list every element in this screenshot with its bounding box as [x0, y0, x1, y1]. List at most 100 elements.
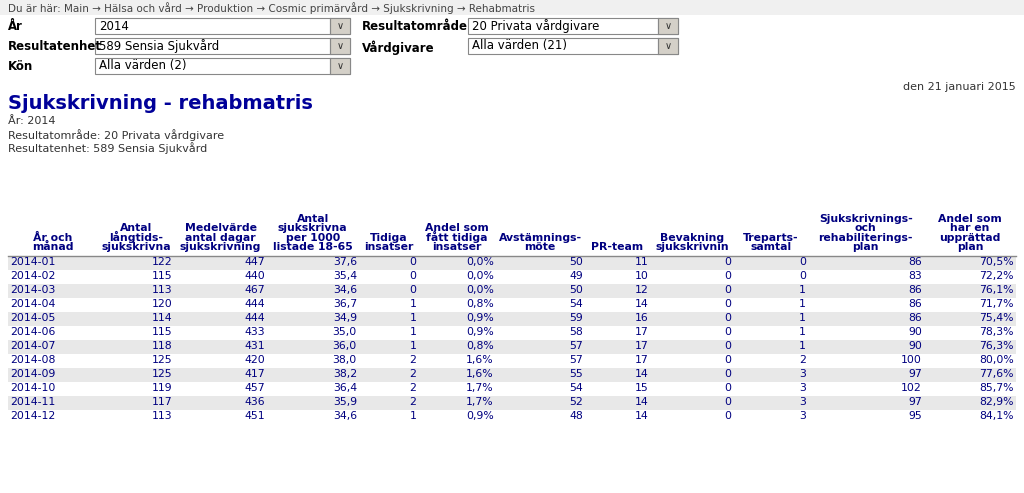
- Text: 0,0%: 0,0%: [466, 257, 494, 267]
- Text: 57: 57: [569, 341, 583, 351]
- Text: 117: 117: [152, 397, 172, 407]
- Text: PR-team: PR-team: [592, 242, 644, 252]
- Bar: [330, 38, 350, 54]
- Text: Resultatenhet: Resultatenhet: [8, 40, 102, 53]
- Bar: [8, 340, 1016, 354]
- Text: 444: 444: [244, 313, 264, 323]
- Text: Kön: Kön: [8, 60, 33, 73]
- Text: 35,0: 35,0: [333, 327, 357, 337]
- Text: 102: 102: [901, 383, 922, 393]
- Text: 54: 54: [569, 299, 583, 309]
- Bar: [8, 382, 1016, 396]
- Text: 72,2%: 72,2%: [980, 271, 1014, 281]
- Text: 2014-01: 2014-01: [10, 257, 55, 267]
- Text: antal dagar: antal dagar: [185, 233, 256, 243]
- Bar: [8, 368, 1016, 382]
- Text: sjukskrivnin: sjukskrivnin: [655, 242, 729, 252]
- Text: 2014: 2014: [99, 20, 129, 33]
- Bar: [8, 284, 1016, 298]
- Text: 10: 10: [635, 271, 648, 281]
- Text: 17: 17: [635, 355, 648, 365]
- Text: 1: 1: [799, 285, 806, 295]
- Text: 125: 125: [152, 369, 172, 379]
- Text: 1: 1: [410, 299, 417, 309]
- Text: 15: 15: [635, 383, 648, 393]
- Text: 114: 114: [152, 313, 172, 323]
- Text: 2014-08: 2014-08: [10, 355, 55, 365]
- Text: År och: År och: [33, 233, 73, 243]
- Text: 14: 14: [635, 369, 648, 379]
- Text: 90: 90: [908, 327, 922, 337]
- Text: 1,7%: 1,7%: [466, 383, 494, 393]
- Text: 0: 0: [725, 383, 731, 393]
- Text: 1: 1: [799, 327, 806, 337]
- Text: 2: 2: [799, 355, 806, 365]
- Text: Antal: Antal: [120, 223, 152, 233]
- Text: 2014-05: 2014-05: [10, 313, 55, 323]
- Text: 37,6: 37,6: [333, 257, 357, 267]
- Text: Vårdgivare: Vårdgivare: [362, 40, 434, 55]
- Text: 0: 0: [410, 285, 417, 295]
- Text: 70,5%: 70,5%: [979, 257, 1014, 267]
- Text: 0: 0: [725, 411, 731, 421]
- Text: 2014-11: 2014-11: [10, 397, 55, 407]
- Bar: [8, 354, 1016, 368]
- Bar: [468, 38, 678, 54]
- Text: 457: 457: [244, 383, 264, 393]
- Text: År: År: [8, 20, 23, 33]
- Text: 0: 0: [725, 313, 731, 323]
- Text: 115: 115: [152, 327, 172, 337]
- Text: 0,9%: 0,9%: [466, 327, 494, 337]
- Text: plan: plan: [853, 242, 879, 252]
- Text: 34,6: 34,6: [333, 285, 357, 295]
- Text: 436: 436: [244, 397, 264, 407]
- Text: Medelvärde: Medelvärde: [184, 223, 257, 233]
- Text: 589 Sensia Sjukvård: 589 Sensia Sjukvård: [99, 39, 219, 53]
- Text: 2: 2: [410, 355, 417, 365]
- Text: 115: 115: [152, 271, 172, 281]
- Text: 447: 447: [244, 257, 264, 267]
- Text: 1,6%: 1,6%: [466, 369, 494, 379]
- Text: 16: 16: [635, 313, 648, 323]
- Text: 0: 0: [725, 355, 731, 365]
- Text: 2: 2: [410, 369, 417, 379]
- Text: 1: 1: [410, 313, 417, 323]
- Bar: [95, 18, 350, 34]
- Text: 122: 122: [152, 257, 172, 267]
- Text: 0: 0: [725, 369, 731, 379]
- Text: År: 2014: År: 2014: [8, 116, 55, 126]
- Text: 2014-03: 2014-03: [10, 285, 55, 295]
- Text: 0,0%: 0,0%: [466, 285, 494, 295]
- Text: 75,4%: 75,4%: [980, 313, 1014, 323]
- Text: upprättad: upprättad: [939, 233, 1000, 243]
- Bar: [8, 396, 1016, 410]
- Text: 2014-07: 2014-07: [10, 341, 55, 351]
- Text: 55: 55: [569, 369, 583, 379]
- Text: Andel som: Andel som: [938, 214, 1001, 224]
- Text: Alla värden (2): Alla värden (2): [99, 60, 186, 72]
- Text: 0: 0: [725, 341, 731, 351]
- Text: Tidiga: Tidiga: [370, 233, 408, 243]
- Text: 420: 420: [244, 355, 264, 365]
- Text: 1: 1: [410, 411, 417, 421]
- Text: 113: 113: [152, 411, 172, 421]
- Text: 451: 451: [244, 411, 264, 421]
- Text: 0: 0: [725, 257, 731, 267]
- Bar: [8, 256, 1016, 270]
- Text: 17: 17: [635, 327, 648, 337]
- Text: 36,7: 36,7: [333, 299, 357, 309]
- Text: 85,7%: 85,7%: [980, 383, 1014, 393]
- Text: 35,4: 35,4: [333, 271, 357, 281]
- Text: 52: 52: [569, 397, 583, 407]
- Bar: [8, 270, 1016, 284]
- Text: 3: 3: [799, 397, 806, 407]
- Text: den 21 januari 2015: den 21 januari 2015: [903, 82, 1016, 92]
- Text: 48: 48: [569, 411, 583, 421]
- Text: 59: 59: [569, 313, 583, 323]
- Text: 1: 1: [410, 341, 417, 351]
- Text: 20 Privata vårdgivare: 20 Privata vårdgivare: [472, 19, 599, 33]
- Text: 58: 58: [569, 327, 583, 337]
- Text: 0: 0: [725, 327, 731, 337]
- Text: 118: 118: [152, 341, 172, 351]
- Text: 3: 3: [799, 411, 806, 421]
